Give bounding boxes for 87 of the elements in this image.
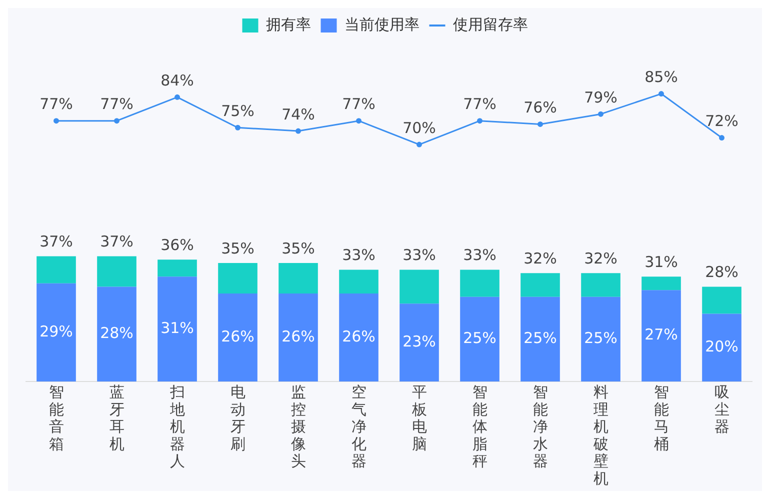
point: [719, 135, 724, 141]
data-label: 29%: [40, 322, 73, 340]
x-tick-label: 平板电脑: [410, 383, 427, 453]
x-tick-label: 智能音箱: [48, 383, 64, 453]
bar: [218, 293, 258, 382]
bar: [278, 293, 318, 382]
bar: [581, 273, 620, 297]
bar: [97, 286, 136, 382]
x-tick-label: 监控摄像头: [290, 383, 306, 470]
total-label: 35%: [221, 239, 254, 258]
data-label: 25%: [463, 329, 496, 348]
total-label: 33%: [342, 246, 376, 264]
x-tick-label: 智能马桶: [654, 383, 669, 453]
x-tick-label: 电动牙刷: [230, 383, 246, 453]
point: [538, 121, 543, 127]
point: [54, 118, 59, 124]
data-label: 31%: [160, 318, 194, 337]
bar: [520, 273, 560, 297]
point: [114, 118, 120, 124]
data-label: 75%: [221, 102, 254, 120]
bar: [581, 296, 620, 382]
bar: [158, 260, 197, 277]
x-tick-label: 料理机破壁机: [592, 383, 608, 488]
total-label: 31%: [644, 252, 678, 271]
bar: [702, 286, 742, 314]
data-label: 25%: [584, 329, 618, 348]
point: [658, 91, 664, 97]
bar: [642, 276, 681, 290]
x-tick-label: 智能体脂秤: [472, 383, 488, 470]
bar: [97, 256, 136, 287]
point: [235, 124, 240, 130]
point: [356, 118, 362, 124]
x-tick-label: 空气净化器: [351, 383, 366, 470]
data-label: 26%: [342, 327, 376, 346]
bar: [36, 256, 76, 284]
data-label: 85%: [644, 68, 678, 86]
data-label: 25%: [524, 329, 557, 348]
total-label: 35%: [282, 239, 315, 258]
data-label: 26%: [282, 327, 315, 346]
bar: [642, 290, 681, 382]
x-tick-label: 扫地机器人: [168, 383, 185, 470]
point: [598, 111, 604, 117]
bar: [218, 263, 258, 294]
data-label: 77%: [100, 95, 134, 114]
total-label: 37%: [100, 232, 134, 251]
legend-label: 拥有率: [266, 15, 311, 34]
bar: [460, 270, 500, 297]
point: [296, 128, 301, 134]
point: [174, 94, 180, 100]
legend-label: 当前使用率: [344, 15, 420, 34]
data-label: 27%: [644, 326, 678, 344]
data-label: 77%: [342, 95, 376, 114]
bar: [400, 270, 439, 304]
bar: [36, 283, 76, 382]
data-label: 74%: [282, 105, 315, 124]
x-tick-label: 吸尘器: [714, 383, 730, 436]
data-label: 23%: [402, 332, 436, 350]
total-label: 36%: [160, 236, 194, 254]
point: [477, 118, 482, 124]
data-label: 70%: [402, 118, 436, 137]
data-label: 26%: [221, 327, 254, 346]
bar: [460, 296, 500, 382]
bar: [702, 314, 742, 382]
point: [416, 142, 422, 148]
data-label: 77%: [40, 95, 73, 114]
legend-label: 使用留存率: [452, 15, 528, 34]
total-label: 28%: [705, 263, 738, 282]
data-label: 72%: [705, 112, 738, 130]
x-tick-label: 蓝牙耳机: [109, 383, 124, 453]
data-label: 28%: [100, 324, 134, 342]
bar: [278, 263, 318, 294]
data-label: 20%: [705, 338, 738, 356]
total-label: 33%: [402, 246, 436, 264]
data-label: 77%: [463, 95, 496, 114]
total-label: 32%: [584, 250, 618, 268]
bar: [339, 293, 378, 382]
data-label: 84%: [160, 72, 194, 90]
total-label: 37%: [40, 232, 73, 251]
x-tick-label: 智能净水器: [532, 383, 548, 470]
bar: [520, 296, 560, 382]
data-label: 76%: [524, 98, 557, 117]
data-label: 79%: [584, 88, 618, 106]
bar: [339, 270, 378, 294]
bar: [158, 276, 197, 382]
total-label: 33%: [463, 246, 496, 264]
bar: [400, 304, 439, 382]
total-label: 32%: [524, 250, 557, 268]
